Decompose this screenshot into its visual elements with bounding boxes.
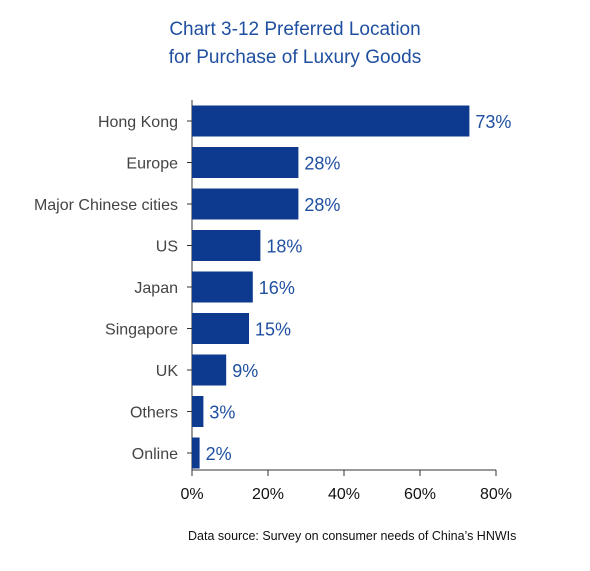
bar[interactable] xyxy=(192,230,261,261)
bar[interactable] xyxy=(192,437,200,469)
value-label: 9% xyxy=(232,361,258,381)
value-label: 28% xyxy=(304,195,340,215)
chart-title-line-2: for Purchase of Luxury Goods xyxy=(168,47,422,68)
bar[interactable] xyxy=(192,147,299,178)
value-label: 15% xyxy=(255,320,291,340)
value-label: 16% xyxy=(259,278,295,298)
value-label: 2% xyxy=(206,444,232,464)
category-label: UK xyxy=(156,363,179,380)
bar[interactable] xyxy=(192,188,299,220)
bar[interactable] xyxy=(192,396,204,427)
category-label: US xyxy=(156,239,178,256)
x-tick-label: 60% xyxy=(404,486,436,503)
category-label: Europe xyxy=(126,156,178,173)
value-label: 18% xyxy=(266,237,302,257)
x-tick-label: 80% xyxy=(480,486,512,503)
bar[interactable] xyxy=(192,354,227,386)
category-label: Hong Kong xyxy=(98,114,178,131)
category-label: Major Chinese cities xyxy=(34,197,178,214)
category-label: Others xyxy=(130,405,178,422)
x-tick-label: 0% xyxy=(180,486,203,503)
value-label: 28% xyxy=(304,154,340,174)
bar[interactable] xyxy=(192,105,470,137)
bar[interactable] xyxy=(192,313,249,344)
category-label: Japan xyxy=(134,280,178,297)
chart-title: Chart 3-12 Preferred Location for Purcha… xyxy=(0,16,590,72)
x-tick-label: 40% xyxy=(328,486,360,503)
category-label: Singapore xyxy=(105,322,178,339)
chart-title-line-1: Chart 3-12 Preferred Location xyxy=(169,19,421,40)
value-label: 3% xyxy=(209,403,235,423)
x-tick-label: 20% xyxy=(252,486,284,503)
value-label: 73% xyxy=(475,112,511,132)
bar[interactable] xyxy=(192,271,253,303)
data-source-note: Data source: Survey on consumer needs of… xyxy=(188,529,517,543)
category-label: Online xyxy=(132,446,178,463)
